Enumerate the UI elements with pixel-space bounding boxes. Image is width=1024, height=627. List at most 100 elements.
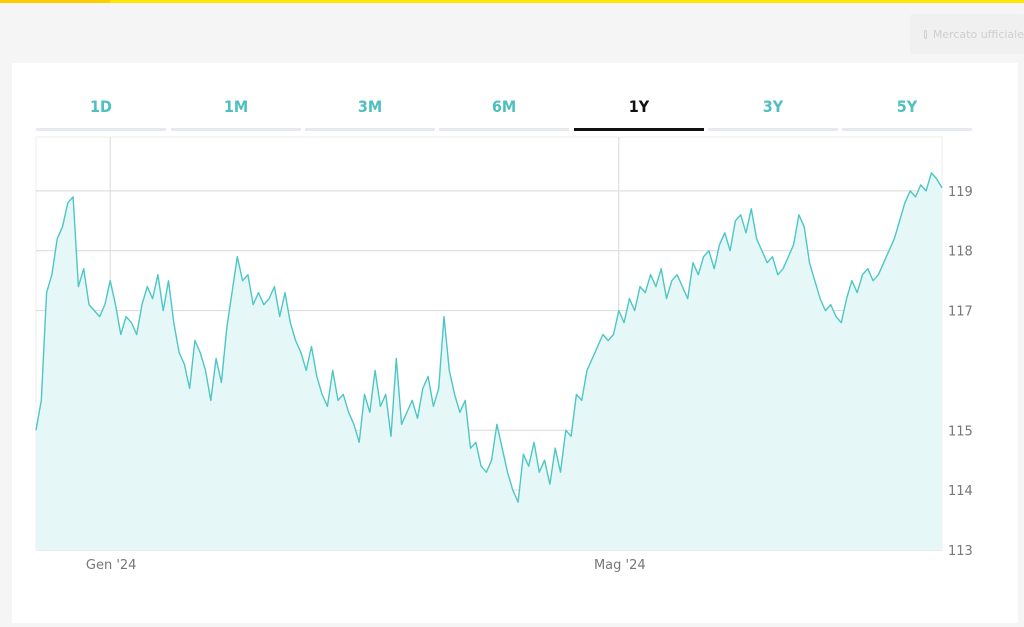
data-point xyxy=(724,232,725,233)
data-point xyxy=(518,502,519,503)
data-point xyxy=(867,268,868,269)
tab-1d[interactable]: 1D xyxy=(36,87,166,131)
data-point xyxy=(883,262,884,263)
data-point xyxy=(740,214,741,215)
y-tick-label: 118 xyxy=(948,245,973,260)
data-point xyxy=(475,442,476,443)
data-point xyxy=(306,370,307,371)
data-point xyxy=(221,382,222,383)
y-tick-label: 119 xyxy=(948,185,973,200)
data-point xyxy=(936,178,937,179)
y-tick-label: 115 xyxy=(948,424,973,439)
data-point xyxy=(899,220,900,221)
data-point xyxy=(78,286,79,287)
market-status-label: Mercato ufficiale xyxy=(932,27,1024,41)
data-point xyxy=(496,424,497,425)
data-point xyxy=(549,484,550,485)
data-point xyxy=(205,370,206,371)
data-point xyxy=(841,322,842,323)
data-point xyxy=(481,466,482,467)
data-point xyxy=(926,190,927,191)
tab-1m[interactable]: 1M xyxy=(171,87,301,131)
data-point xyxy=(396,358,397,359)
data-point xyxy=(242,280,243,281)
data-point xyxy=(920,184,921,185)
data-point xyxy=(851,280,852,281)
data-point xyxy=(714,268,715,269)
data-point xyxy=(449,370,450,371)
data-point xyxy=(533,442,534,443)
data-point xyxy=(512,490,513,491)
data-point xyxy=(290,322,291,323)
data-point xyxy=(152,298,153,299)
data-point xyxy=(433,406,434,407)
data-point xyxy=(284,292,285,293)
data-point xyxy=(343,394,344,395)
data-point xyxy=(629,298,630,299)
data-point xyxy=(560,472,561,473)
data-point xyxy=(655,286,656,287)
data-point xyxy=(353,424,354,425)
data-point xyxy=(783,268,784,269)
data-point xyxy=(745,232,746,233)
data-point xyxy=(767,262,768,263)
data-point xyxy=(565,430,566,431)
data-point xyxy=(173,322,174,323)
data-point xyxy=(417,418,418,419)
tab-3m[interactable]: 3M xyxy=(305,87,435,131)
tab-3y[interactable]: 3Y xyxy=(708,87,838,131)
data-point xyxy=(491,460,492,461)
data-point xyxy=(544,460,545,461)
data-point xyxy=(857,292,858,293)
period-tabs: 1D 1M 3M 6M 1Y 3Y 5Y xyxy=(36,87,978,131)
data-point xyxy=(687,298,688,299)
data-point xyxy=(756,238,757,239)
data-point xyxy=(830,304,831,305)
data-point xyxy=(634,310,635,311)
data-point xyxy=(835,316,836,317)
data-point xyxy=(253,304,254,305)
data-point xyxy=(666,298,667,299)
data-point xyxy=(677,274,678,275)
tab-5y[interactable]: 5Y xyxy=(842,87,972,131)
data-point xyxy=(136,334,137,335)
data-point xyxy=(428,376,429,377)
tab-1y[interactable]: 1Y xyxy=(574,87,704,131)
data-point xyxy=(110,280,111,281)
data-point xyxy=(237,256,238,257)
data-point xyxy=(539,472,540,473)
data-point xyxy=(809,262,810,263)
tab-6m[interactable]: 6M xyxy=(439,87,569,131)
data-point xyxy=(41,400,42,401)
data-point xyxy=(788,256,789,257)
data-point xyxy=(412,400,413,401)
data-point xyxy=(751,208,752,209)
data-point xyxy=(438,388,439,389)
data-point xyxy=(311,346,312,347)
data-point xyxy=(337,400,338,401)
data-point xyxy=(730,250,731,251)
data-point xyxy=(602,334,603,335)
data-point xyxy=(327,406,328,407)
data-point xyxy=(904,202,905,203)
data-point xyxy=(528,466,529,467)
data-point xyxy=(83,268,84,269)
data-point xyxy=(375,370,376,371)
x-tick-label: Gen '24 xyxy=(86,558,137,573)
data-point xyxy=(443,316,444,317)
data-point xyxy=(814,280,815,281)
data-point xyxy=(825,310,826,311)
data-point xyxy=(878,274,879,275)
data-point xyxy=(910,190,911,191)
data-point xyxy=(62,226,63,227)
data-point xyxy=(941,187,942,188)
data-point xyxy=(168,280,169,281)
data-point xyxy=(576,394,577,395)
data-point xyxy=(793,244,794,245)
data-point xyxy=(163,310,164,311)
data-point xyxy=(735,220,736,221)
data-point xyxy=(661,268,662,269)
data-point xyxy=(99,316,100,317)
data-point xyxy=(915,196,916,197)
